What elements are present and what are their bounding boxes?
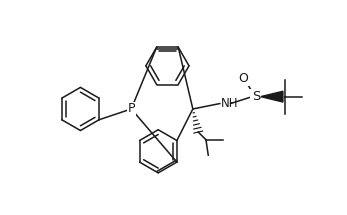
Text: S: S bbox=[252, 90, 260, 103]
Text: P: P bbox=[127, 103, 135, 115]
Text: O: O bbox=[238, 72, 248, 85]
Polygon shape bbox=[261, 91, 283, 102]
Text: NH: NH bbox=[221, 97, 238, 110]
